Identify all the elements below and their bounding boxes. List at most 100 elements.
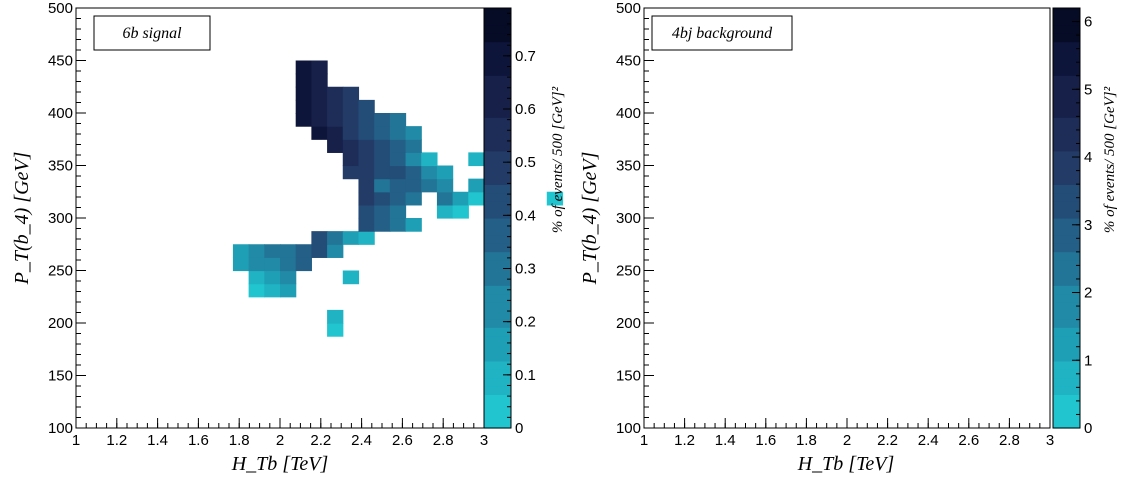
- colorbar-swatch: [1053, 125, 1080, 135]
- colorbar-swatch: [484, 50, 511, 59]
- signal-plot-frame: [75, 7, 485, 429]
- colorbar-tick-label: 0: [515, 420, 523, 437]
- colorbar-swatch: [1053, 8, 1080, 17]
- x-tick-label: 2.4: [351, 432, 372, 449]
- heatmap-cell: [389, 139, 407, 153]
- heatmap-cell: [452, 204, 469, 219]
- y-tick-label: 100: [48, 420, 73, 437]
- heatmap-cell: [327, 244, 344, 258]
- panel-signal: 1 1.2 1.4 1.6 1.8 2 2.2 2.4 2.6 2.8 3 100 150 200 250…: [11, 0, 566, 475]
- colorbar-swatch: [1053, 243, 1080, 253]
- y-tick-label: 500: [616, 0, 641, 17]
- x-tick-label: 1.6: [755, 432, 776, 449]
- colorbar-swatch: [1053, 58, 1080, 68]
- heatmap-cell: [546, 191, 564, 206]
- heatmap-cell: [295, 244, 312, 258]
- colorbar-swatch: [484, 285, 511, 295]
- colorbar-swatch: [484, 318, 511, 328]
- x-tick-label: 2.4: [918, 432, 939, 449]
- heatmap-cell: [311, 86, 328, 101]
- heatmap-cell: [342, 86, 360, 101]
- colorbar-tick-label: 0.2: [515, 314, 536, 331]
- y-tick-label: 400: [48, 105, 73, 122]
- colorbar-tick-label: 3: [1084, 217, 1092, 234]
- colorbar-swatch: [1053, 75, 1080, 85]
- colorbar-tick-label: 0.6: [515, 101, 536, 118]
- heatmap-cell: [358, 218, 375, 232]
- colorbar-swatch: [484, 92, 511, 101]
- colorbar-swatch: [484, 276, 511, 286]
- colorbar-swatch: [484, 159, 511, 169]
- colorbar-swatch: [484, 302, 511, 311]
- colorbar-swatch: [1053, 92, 1080, 101]
- heatmap-cell: [374, 191, 391, 206]
- colorbar-swatch: [484, 360, 511, 370]
- colorbar-swatch: [1053, 302, 1080, 311]
- heatmap-cell: [342, 152, 360, 167]
- signal-y-axis: 100 150 200 250 300 350 400 450 500: [48, 0, 86, 437]
- colorbar-swatch: [484, 419, 511, 429]
- colorbar-tick-label: 0.3: [515, 261, 536, 278]
- colorbar-swatch: [484, 66, 511, 76]
- heatmap-cell: [311, 244, 328, 258]
- x-tick-label: 1.2: [106, 432, 127, 449]
- colorbar-swatch: [484, 125, 511, 135]
- panel-background: 1 1.2 1.4 1.6 1.8 2 2.2 2.4 2.6 2.8 3 100150200250…: [579, 0, 1118, 475]
- colorbar-swatch: [484, 310, 511, 320]
- heatmap-cell: [389, 152, 407, 167]
- heatmap-cell: [421, 152, 438, 167]
- heatmap-cell: [358, 231, 375, 245]
- colorbar-swatch: [484, 150, 511, 160]
- colorbar-swatch: [1053, 344, 1080, 353]
- heatmap-cell: [295, 257, 312, 272]
- heatmap-cell: [295, 113, 312, 127]
- heatmap-cell: [342, 126, 360, 140]
- colorbar-swatch: [1053, 66, 1080, 76]
- colorbar-swatch: [1053, 234, 1080, 244]
- heatmap-cell: [358, 191, 375, 206]
- colorbar-swatch: [484, 100, 511, 110]
- colorbar-swatch: [1053, 386, 1080, 395]
- colorbar-tick-label: 6: [1084, 14, 1092, 31]
- heatmap-cell: [264, 257, 281, 272]
- x-tick-label: 1.4: [147, 432, 168, 449]
- colorbar-swatch: [1053, 184, 1080, 194]
- y-tick-label: 100: [616, 420, 641, 437]
- background-plot-frame: [643, 7, 1051, 429]
- heatmap-cell: [280, 257, 297, 272]
- x-tick-label: 2.8: [999, 432, 1020, 449]
- heatmap-cell: [232, 257, 250, 272]
- heatmap-cell: [421, 178, 438, 193]
- y-tick-label: 250: [616, 263, 641, 280]
- x-tick-label: 3: [1046, 432, 1054, 449]
- colorbar-swatch: [1053, 360, 1080, 370]
- heatmap-cell: [405, 139, 422, 153]
- y-tick-label: 450: [616, 53, 641, 70]
- heatmap-cell: [280, 270, 297, 285]
- colorbar-swatch: [484, 117, 511, 127]
- colorbar-swatch: [1053, 117, 1080, 127]
- colorbar-swatch: [484, 218, 511, 227]
- background-x-axis: 1 1.2 1.4 1.6 1.8 2 2.2 2.4 2.6 2.8 3: [640, 418, 1054, 449]
- heatmap-cell: [405, 191, 422, 206]
- y-tick-label: 300: [48, 210, 73, 227]
- heatmap-cell: [295, 99, 312, 114]
- heatmap-cell: [248, 257, 265, 272]
- heatmap-cell: [342, 139, 360, 153]
- colorbar-tick-label: 0: [1084, 420, 1092, 437]
- colorbar-swatch: [1053, 419, 1080, 429]
- colorbar-swatch: [1053, 276, 1080, 286]
- colorbar-swatch: [1053, 293, 1080, 303]
- heatmap-cell: [327, 309, 344, 324]
- x-tick-label: 2.6: [958, 432, 979, 449]
- x-tick-label: 2.8: [433, 432, 454, 449]
- colorbar-swatch: [1053, 176, 1080, 185]
- colorbar-swatch: [484, 411, 511, 421]
- heatmap-cell: [358, 165, 375, 180]
- heatmap-cell: [264, 244, 281, 258]
- signal-heatmap-cells: [232, 60, 564, 337]
- heatmap-cell: [342, 270, 360, 285]
- y-tick-label: 150: [48, 368, 73, 385]
- colorbar-tick-label: 0.5: [515, 154, 536, 171]
- heatmap-cell: [311, 99, 328, 114]
